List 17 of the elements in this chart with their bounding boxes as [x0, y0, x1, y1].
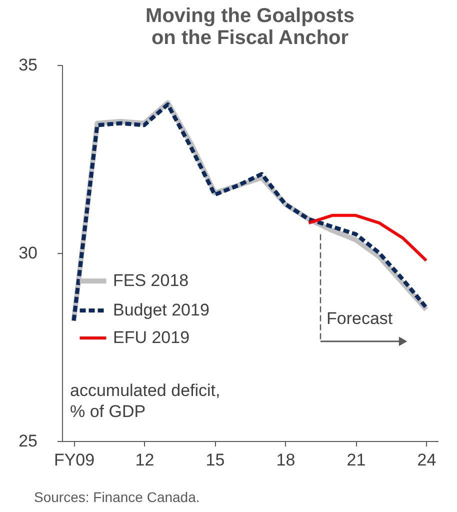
- x-tick-label: 21: [346, 450, 366, 470]
- source-note: Sources: Finance Canada.: [34, 489, 200, 505]
- chart-title: Moving the Goalposts on the Fiscal Anchor: [146, 5, 354, 49]
- x-tick-label: 15: [206, 450, 225, 470]
- y-tick-label: 25: [18, 432, 38, 450]
- y-tick-label: 35: [18, 56, 38, 74]
- line-series: [307, 214, 428, 262]
- x-tick-label: 24: [417, 450, 436, 470]
- x-tick-label: 12: [135, 450, 154, 470]
- legend-label: Budget 2019: [113, 300, 210, 320]
- legend-label: EFU 2019: [113, 328, 190, 347]
- ref-line-label: Forecast: [326, 309, 393, 328]
- x-tick-label: FY09: [54, 450, 95, 470]
- y-tick-label: 30: [18, 244, 38, 262]
- x-tick-label: 18: [276, 450, 296, 470]
- y-axis-title: accumulated deficit, % of GDP: [70, 381, 220, 421]
- legend-label: FES 2018: [113, 271, 189, 290]
